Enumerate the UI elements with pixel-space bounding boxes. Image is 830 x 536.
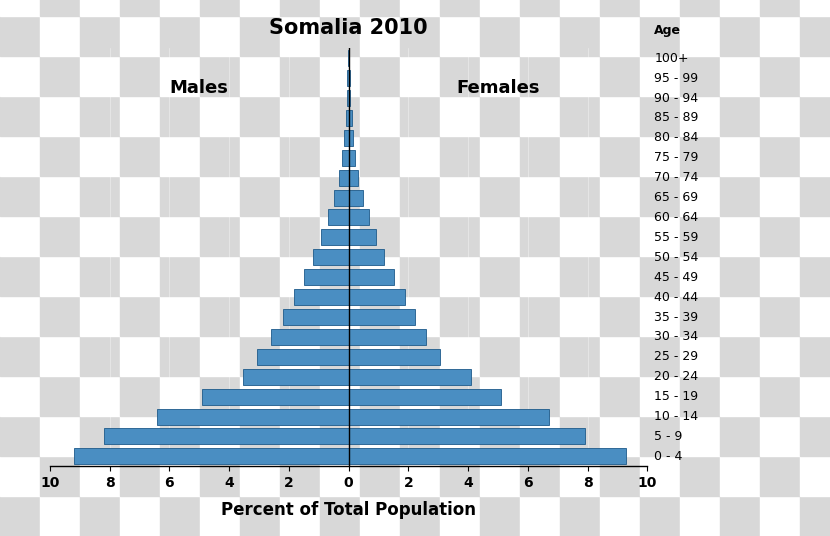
Text: 35 - 39: 35 - 39 (654, 310, 699, 324)
Bar (257, 349, 349, 365)
Bar (349, 110, 352, 126)
Bar (349, 369, 471, 385)
Bar (329, 210, 349, 226)
Bar (271, 329, 349, 345)
Bar (349, 329, 427, 345)
Text: 75 - 79: 75 - 79 (654, 151, 699, 164)
Bar (321, 229, 349, 245)
Bar (349, 389, 501, 405)
Text: 20 - 24: 20 - 24 (654, 370, 699, 383)
Text: 15 - 19: 15 - 19 (654, 390, 699, 403)
Text: 0 - 4: 0 - 4 (654, 450, 683, 463)
Text: 10 - 14: 10 - 14 (654, 410, 699, 423)
Text: Age: Age (654, 24, 681, 37)
Bar (349, 190, 363, 205)
Bar (342, 150, 349, 166)
Bar (349, 269, 394, 285)
Text: 65 - 69: 65 - 69 (654, 191, 699, 204)
Text: 90 - 94: 90 - 94 (654, 92, 699, 105)
Bar (334, 190, 349, 205)
Text: Males: Males (170, 79, 228, 98)
Bar (349, 229, 376, 245)
Text: 25 - 29: 25 - 29 (654, 351, 699, 363)
Text: 70 - 74: 70 - 74 (654, 171, 699, 184)
Bar (294, 289, 349, 305)
Bar (349, 90, 350, 106)
Bar (203, 389, 349, 405)
Text: 85 - 89: 85 - 89 (654, 111, 699, 124)
Bar (305, 269, 349, 285)
Text: 45 - 49: 45 - 49 (654, 271, 699, 284)
Bar (158, 408, 349, 425)
Bar (349, 428, 584, 444)
Bar (344, 130, 349, 146)
Text: 40 - 44: 40 - 44 (654, 291, 699, 303)
Bar (242, 369, 349, 385)
Bar (349, 170, 359, 185)
Text: Females: Females (457, 79, 540, 98)
Bar (349, 150, 355, 166)
Bar (349, 210, 369, 226)
Bar (349, 249, 383, 265)
Bar (314, 249, 349, 265)
Bar (349, 449, 627, 464)
Text: 95 - 99: 95 - 99 (654, 72, 699, 85)
X-axis label: Percent of Total Population: Percent of Total Population (221, 501, 476, 519)
Bar (347, 90, 349, 106)
Bar (349, 309, 415, 325)
Text: 30 - 34: 30 - 34 (654, 330, 699, 344)
Text: 5 - 9: 5 - 9 (654, 430, 683, 443)
Bar (284, 309, 349, 325)
Text: 55 - 59: 55 - 59 (654, 231, 699, 244)
Bar (345, 110, 349, 126)
Text: 80 - 84: 80 - 84 (654, 131, 699, 144)
Bar (348, 70, 349, 86)
Bar (349, 289, 405, 305)
Text: 100+: 100+ (654, 51, 689, 65)
Title: Somalia 2010: Somalia 2010 (269, 18, 428, 39)
Bar (104, 428, 349, 444)
Bar (339, 170, 349, 185)
Text: 60 - 64: 60 - 64 (654, 211, 699, 224)
Bar (349, 408, 549, 425)
Text: 50 - 54: 50 - 54 (654, 251, 699, 264)
Bar (74, 449, 349, 464)
Bar (349, 130, 353, 146)
Bar (349, 349, 440, 365)
